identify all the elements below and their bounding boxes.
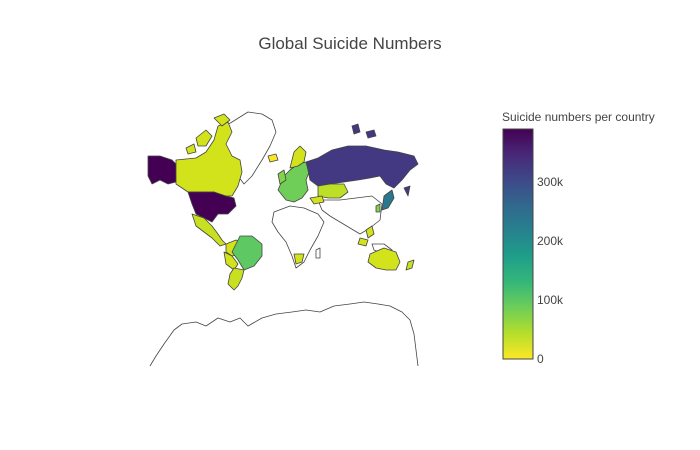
region-madagascar[interactable] xyxy=(315,247,321,259)
colorbar-title: Suicide numbers per country xyxy=(502,110,655,124)
region-scandinavia[interactable] xyxy=(289,145,307,169)
colorbar-bar xyxy=(502,128,534,360)
region-australia[interactable] xyxy=(367,247,401,271)
region-iceland[interactable] xyxy=(267,153,279,163)
region-new-zealand[interactable] xyxy=(405,259,415,271)
region-uk[interactable] xyxy=(277,169,287,185)
region-southeast-asia[interactable] xyxy=(357,225,375,247)
region-south-africa[interactable] xyxy=(293,253,305,265)
map-title: Global Suicide Numbers xyxy=(258,34,442,53)
region-south-korea[interactable] xyxy=(375,203,381,213)
region-kazakhstan[interactable] xyxy=(317,183,349,199)
region-canada-islands[interactable] xyxy=(185,113,231,155)
colorbar-tick-label: 300k xyxy=(537,175,564,190)
region-antarctica[interactable] xyxy=(149,301,419,367)
region-turkey[interactable] xyxy=(309,195,325,205)
colorbar-tick-label: 200k xyxy=(537,234,564,249)
region-argentina[interactable] xyxy=(227,267,245,291)
colorbar-tick-label: 100k xyxy=(537,293,564,308)
region-europe[interactable] xyxy=(277,161,311,203)
region-peru[interactable] xyxy=(223,251,239,271)
region-united-states[interactable] xyxy=(187,191,237,223)
region-russia[interactable] xyxy=(305,145,419,189)
region-alaska[interactable] xyxy=(147,155,179,185)
colorbar-tick-label: 0 xyxy=(537,352,544,366)
region-brazil[interactable] xyxy=(231,235,263,271)
region-africa[interactable] xyxy=(271,205,325,269)
region-japan[interactable] xyxy=(381,189,395,211)
region-russia-islands[interactable] xyxy=(351,123,411,197)
